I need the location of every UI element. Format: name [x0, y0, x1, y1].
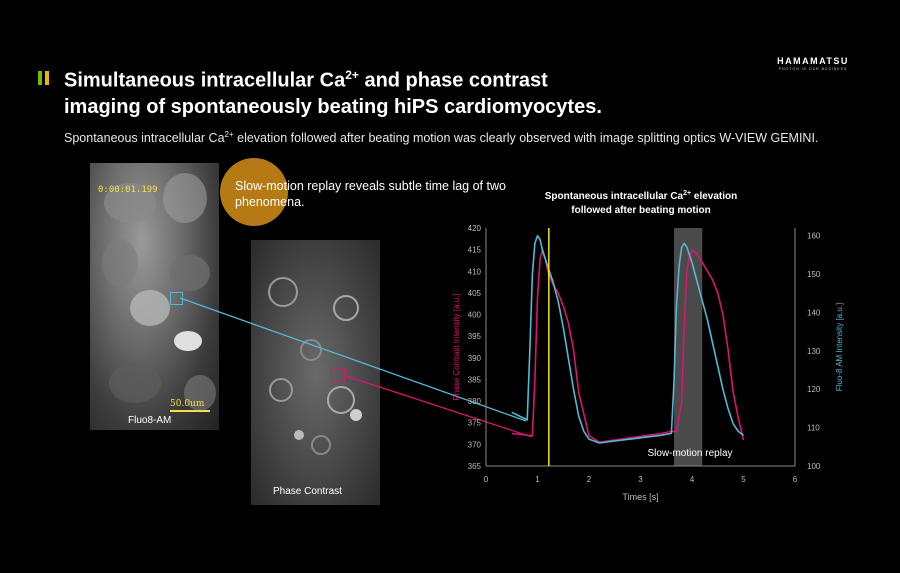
y-left-tick-label: 375: [468, 419, 482, 428]
title-accent-bars: [38, 71, 52, 90]
chart-title-post: elevation: [691, 191, 737, 202]
phase-contrast-label: Phase Contrast: [273, 486, 342, 497]
logo-name: HAMAMATSU: [777, 56, 849, 66]
x-tick-label: 3: [638, 475, 643, 484]
x-axis-label: Times [s]: [622, 492, 658, 502]
y-left-tick-label: 390: [468, 354, 482, 363]
y-left-tick-label: 405: [468, 289, 482, 298]
y-right-tick-label: 150: [807, 270, 821, 279]
y-left-tick-label: 370: [468, 440, 482, 449]
fluo8-cells: [102, 173, 216, 411]
y-left-tick-label: 385: [468, 375, 482, 384]
accent-bar-yellow: [45, 71, 49, 85]
page-subtitle: Spontaneous intracellular Ca2+ elevation…: [64, 127, 844, 146]
subtitle-pre: Spontaneous intracellular Ca: [64, 131, 225, 146]
title-line1-pre: Simultaneous intracellular Ca: [64, 69, 346, 92]
subtitle-post: elevation followed after beating motion …: [233, 131, 819, 146]
callout-bubble: [220, 158, 288, 226]
y-left-tick-label: 410: [468, 267, 482, 276]
chart-title-line2: followed after beating motion: [571, 205, 710, 216]
page-title: Simultaneous intracellular Ca2+ and phas…: [64, 62, 602, 120]
x-tick-label: 2: [587, 475, 592, 484]
fluo8-image: 0:00:01.199 50.0um Fluo8-AM: [90, 163, 219, 430]
y-left-tick-label: 420: [468, 224, 482, 233]
chart-title-pre: Spontaneous intracellular Ca: [545, 191, 684, 202]
x-tick-label: 1: [535, 475, 540, 484]
y-left-tick-label: 380: [468, 397, 482, 406]
y-axis-left-label: Phase Contrast Intensity [a.u.]: [452, 293, 461, 400]
phase-cells: [268, 277, 362, 455]
y-right-tick-label: 100: [807, 462, 821, 471]
scale-bar-label: 50.0um: [170, 399, 205, 409]
title-line1-post: and phase contrast: [358, 69, 548, 92]
slow-motion-annotation: Slow-motion replay: [647, 448, 732, 459]
title-sup: 2+: [345, 68, 359, 82]
y-left-tick-label: 415: [468, 246, 482, 255]
fluo-connector-line: [179, 297, 527, 422]
phase-contrast-series-line: [511, 248, 745, 444]
logo-tagline: PHOTON IS OUR BUSINESS: [778, 67, 848, 71]
chart-title-sup: 2+: [683, 190, 691, 197]
x-tick-label: 6: [793, 475, 798, 484]
accent-bar-green: [38, 71, 42, 85]
y-left-tick-label: 400: [468, 311, 482, 320]
phase-connector-line: [342, 374, 533, 438]
subtitle-sup: 2+: [224, 130, 234, 139]
x-tick-label: 5: [741, 475, 746, 484]
y-axis-right-label: Fluo-8 AM Intensity [a.u.]: [835, 303, 844, 391]
x-tick-label: 4: [690, 475, 695, 484]
y-right-tick-label: 110: [807, 424, 820, 433]
timestamp: 0:00:01.199: [98, 185, 158, 195]
x-tick-label: 0: [484, 475, 489, 484]
scale-bar: [170, 410, 210, 412]
y-right-tick-label: 130: [807, 347, 821, 356]
title-line2: imaging of spontaneously beating hiPS ca…: [64, 95, 602, 118]
fluo8-series-line: [511, 234, 744, 444]
y-right-tick-label: 140: [807, 308, 821, 317]
y-left-tick-label: 365: [468, 462, 482, 471]
y-left-tick-label: 395: [468, 332, 482, 341]
chart-title-line1: Spontaneous intracellular Ca2+ elevation: [545, 190, 738, 202]
hamamatsu-logo: HAMAMATSU PHOTON IS OUR BUSINESS: [758, 56, 868, 71]
y-right-tick-label: 120: [807, 385, 821, 394]
phase-contrast-image: Phase Contrast: [251, 240, 380, 505]
fluo8-label: Fluo8-AM: [128, 415, 172, 426]
callout-text: Slow-motion replay reveals subtle time l…: [235, 179, 506, 209]
y-right-tick-label: 160: [807, 232, 821, 241]
